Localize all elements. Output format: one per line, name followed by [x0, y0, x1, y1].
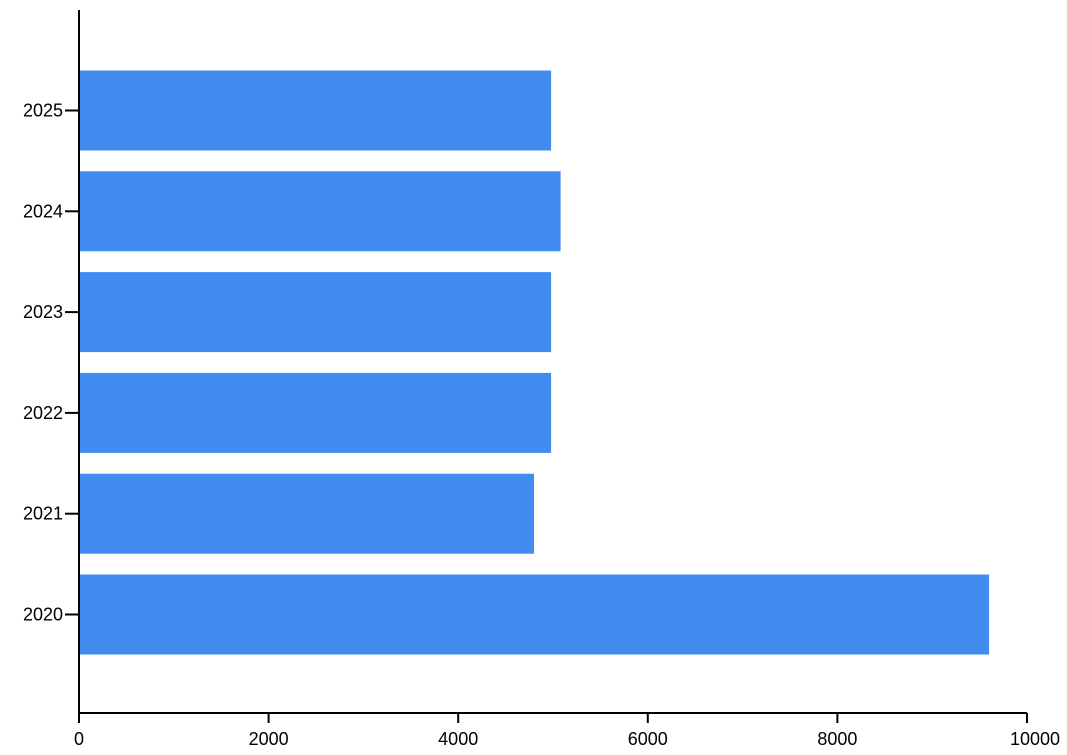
x-tick-label-8000: 8000: [817, 729, 857, 749]
bar-2024: [80, 171, 561, 252]
bar-2023: [80, 272, 552, 353]
x-tick-label-2000: 2000: [249, 729, 289, 749]
x-tick-label-4000: 4000: [438, 729, 478, 749]
bar-2020: [80, 574, 990, 655]
y-tick-label-2025: 2025: [23, 101, 63, 121]
bar-2025: [80, 70, 552, 151]
bars-group: [80, 70, 990, 655]
bar-2022: [80, 372, 552, 453]
y-tick-label-2020: 2020: [23, 605, 63, 625]
x-tick-label-10000: 10000: [1010, 729, 1060, 749]
bar-2021: [80, 473, 534, 554]
x-tick-label-0: 0: [74, 729, 84, 749]
y-tick-label-2022: 2022: [23, 403, 63, 423]
y-tick-label-2023: 2023: [23, 302, 63, 322]
y-tick-label-2021: 2021: [23, 504, 63, 524]
y-tick-label-2024: 2024: [23, 201, 63, 221]
x-axis: 0 2000 4000 6000 8000 10000: [74, 712, 1060, 749]
x-tick-label-6000: 6000: [628, 729, 668, 749]
y-axis: 2025 2024 2023 2022 2021 2020: [23, 10, 80, 713]
